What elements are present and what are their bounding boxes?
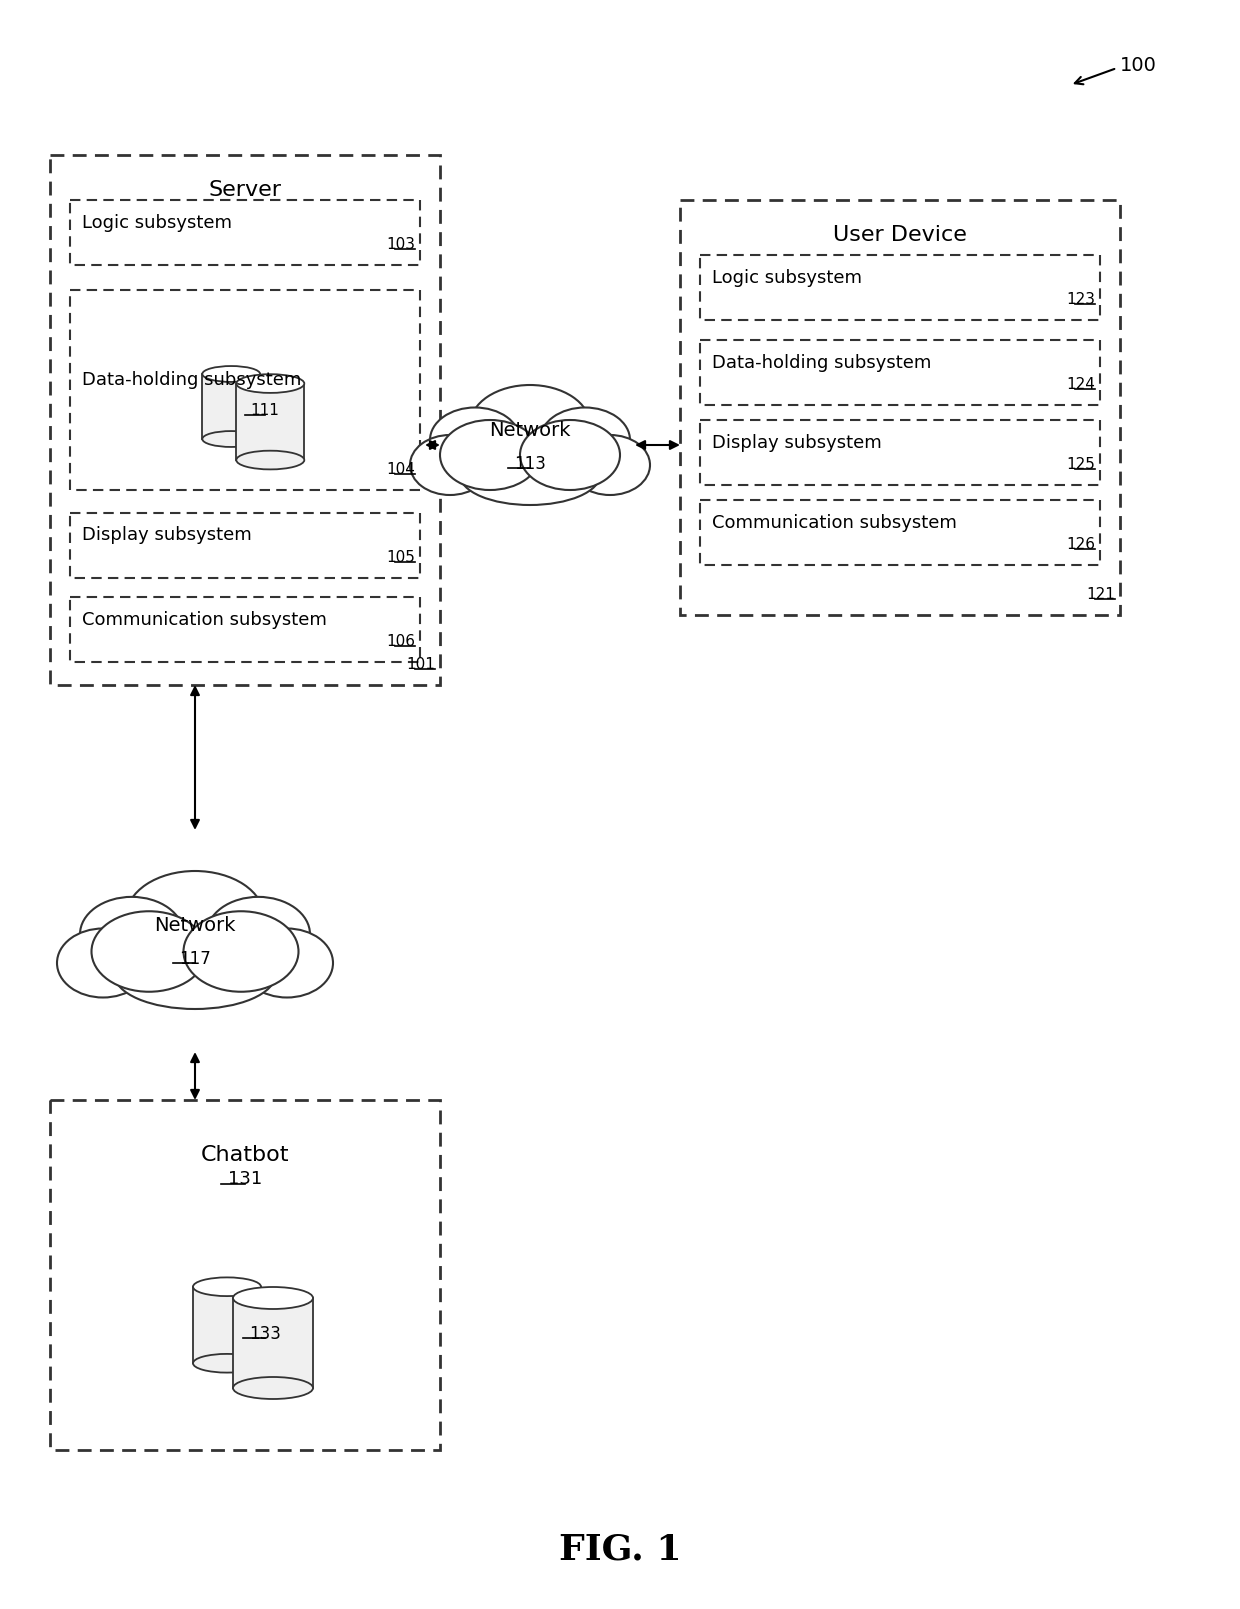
Ellipse shape <box>81 896 184 972</box>
Ellipse shape <box>57 928 149 998</box>
Text: 103: 103 <box>386 237 415 253</box>
Text: 111: 111 <box>250 402 279 418</box>
Bar <box>202 373 260 439</box>
Text: 117: 117 <box>179 949 211 969</box>
Text: Communication subsystem: Communication subsystem <box>82 610 327 629</box>
Ellipse shape <box>440 420 539 491</box>
Ellipse shape <box>233 1287 312 1310</box>
Ellipse shape <box>202 365 260 381</box>
Ellipse shape <box>193 1278 260 1297</box>
Text: Logic subsystem: Logic subsystem <box>712 269 862 286</box>
Ellipse shape <box>207 896 310 972</box>
Ellipse shape <box>233 1377 312 1398</box>
Text: Data-holding subsystem: Data-holding subsystem <box>712 354 931 372</box>
FancyBboxPatch shape <box>50 1101 440 1450</box>
Ellipse shape <box>520 420 620 491</box>
Text: Data-holding subsystem: Data-holding subsystem <box>82 372 301 389</box>
Text: User Device: User Device <box>833 225 967 245</box>
Text: 106: 106 <box>386 634 415 648</box>
Ellipse shape <box>570 434 650 496</box>
Text: Display subsystem: Display subsystem <box>712 433 882 452</box>
Text: 123: 123 <box>1066 291 1095 307</box>
Ellipse shape <box>92 911 207 991</box>
Ellipse shape <box>237 451 304 470</box>
Text: 133: 133 <box>249 1324 281 1344</box>
Text: Network: Network <box>490 420 570 439</box>
Text: 104: 104 <box>386 462 415 476</box>
FancyBboxPatch shape <box>69 597 420 661</box>
Bar <box>233 1298 312 1389</box>
Ellipse shape <box>430 407 520 473</box>
Text: 131: 131 <box>228 1170 262 1187</box>
Text: Chatbot: Chatbot <box>201 1146 289 1165</box>
Text: FIG. 1: FIG. 1 <box>559 1532 681 1566</box>
Ellipse shape <box>460 446 600 505</box>
Text: Server: Server <box>208 180 281 200</box>
Ellipse shape <box>539 407 630 473</box>
Text: 105: 105 <box>386 550 415 565</box>
Text: 126: 126 <box>1066 537 1095 552</box>
FancyBboxPatch shape <box>69 290 420 491</box>
Ellipse shape <box>241 928 334 998</box>
Ellipse shape <box>114 940 275 1009</box>
Ellipse shape <box>184 911 299 991</box>
Ellipse shape <box>470 385 590 465</box>
Text: Communication subsystem: Communication subsystem <box>712 513 957 531</box>
Ellipse shape <box>126 870 264 964</box>
Text: 124: 124 <box>1066 377 1095 393</box>
Text: 101: 101 <box>407 656 435 673</box>
FancyBboxPatch shape <box>701 254 1100 320</box>
FancyBboxPatch shape <box>69 200 420 265</box>
Text: Logic subsystem: Logic subsystem <box>82 214 232 232</box>
Ellipse shape <box>202 431 260 447</box>
Bar <box>193 1287 260 1363</box>
FancyBboxPatch shape <box>701 339 1100 405</box>
Text: 121: 121 <box>1086 587 1115 602</box>
FancyBboxPatch shape <box>701 420 1100 484</box>
FancyBboxPatch shape <box>701 500 1100 565</box>
Bar <box>237 383 304 460</box>
Text: Display subsystem: Display subsystem <box>82 526 252 544</box>
FancyBboxPatch shape <box>69 513 420 578</box>
FancyBboxPatch shape <box>680 200 1120 615</box>
Text: 113: 113 <box>515 455 546 473</box>
Ellipse shape <box>237 375 304 393</box>
Text: Network: Network <box>154 916 236 935</box>
Ellipse shape <box>193 1353 260 1372</box>
FancyBboxPatch shape <box>50 154 440 685</box>
Ellipse shape <box>410 434 490 496</box>
Text: 125: 125 <box>1066 457 1095 471</box>
Text: 100: 100 <box>1120 55 1157 74</box>
